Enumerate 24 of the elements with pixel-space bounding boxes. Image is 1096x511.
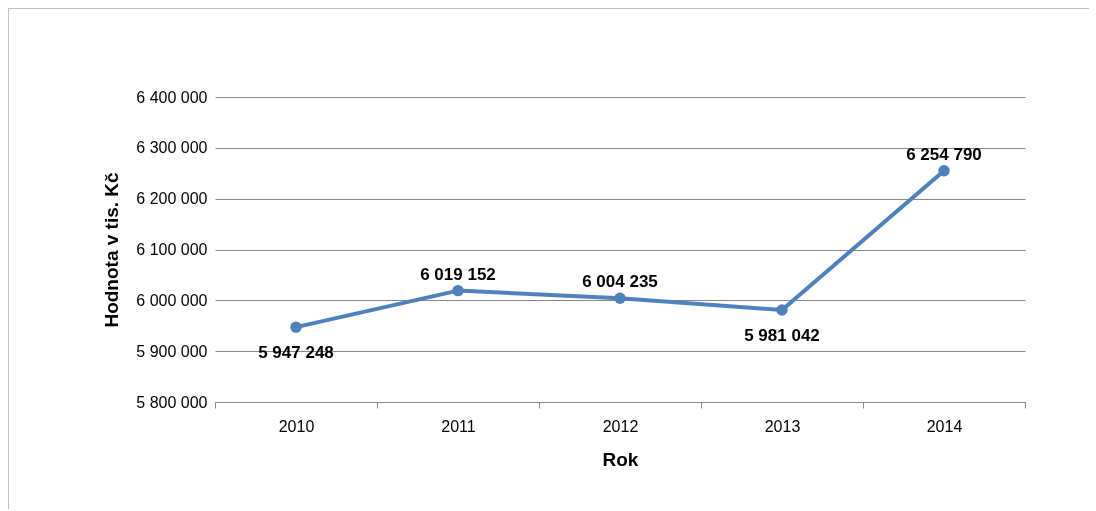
y-axis-title: Hodnota v tis. Kč <box>101 171 123 328</box>
y-tick-label: 6 100 000 <box>136 241 208 258</box>
x-tick-label: 2013 <box>764 417 801 435</box>
text: 5 947 248 <box>258 343 334 363</box>
point <box>776 304 788 316</box>
y-tick-label: 6 000 000 <box>136 291 208 309</box>
point <box>614 292 626 304</box>
y-tick-label: 5 800 000 <box>136 393 208 411</box>
x-tick-label: 2011 <box>441 417 476 435</box>
text: 5 981 042 <box>744 325 820 345</box>
text: 6 004 235 <box>582 272 658 292</box>
x-tick-label: 2010 <box>278 417 315 435</box>
y-tick-label: 6 300 000 <box>136 139 208 157</box>
point <box>452 284 464 297</box>
x-tick-label: 2012 <box>602 417 639 435</box>
point <box>290 321 302 333</box>
text: 6 254 790 <box>906 144 982 164</box>
y-tick-label: 6 400 000 <box>136 88 208 106</box>
y-tick-label: 6 200 000 <box>136 190 208 208</box>
x-axis-title: Rok <box>602 448 639 470</box>
point <box>938 165 950 177</box>
y-tick-label: 5 900 000 <box>136 342 208 360</box>
text: 6 019 152 <box>420 264 496 284</box>
x-tick-label: 2014 <box>926 417 963 435</box>
